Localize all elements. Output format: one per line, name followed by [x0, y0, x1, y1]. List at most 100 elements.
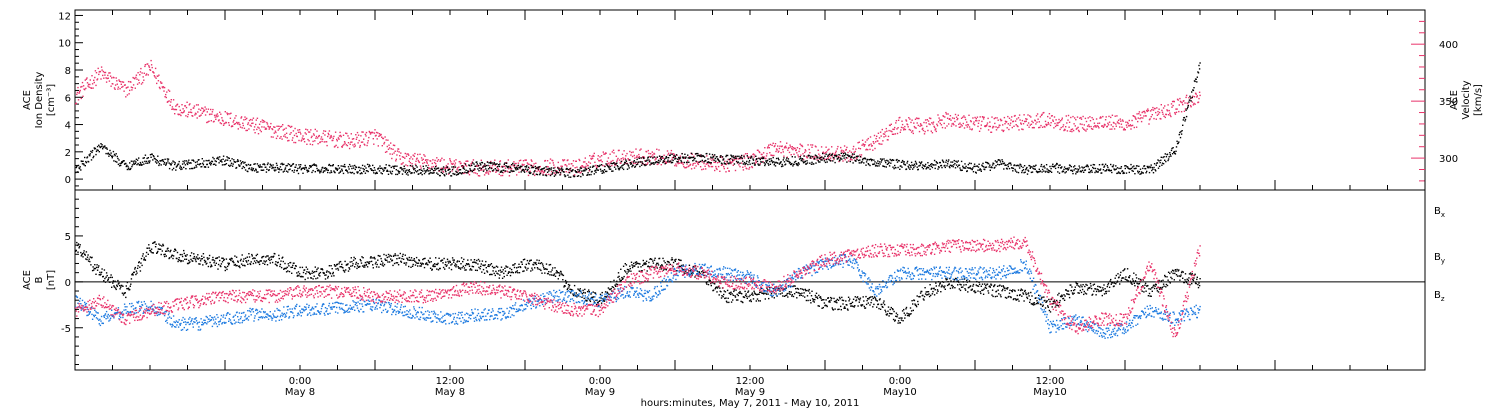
- density-point: [652, 162, 655, 164]
- density-point: [555, 172, 558, 174]
- velocity-point: [333, 135, 335, 138]
- bx-point: [92, 266, 94, 268]
- density-point: [400, 167, 403, 169]
- density-point: [168, 167, 171, 170]
- bx-point: [118, 284, 121, 287]
- velocity-point: [1082, 115, 1084, 118]
- velocity-point: [93, 81, 95, 84]
- density-point: [489, 167, 491, 169]
- density-point: [260, 166, 262, 168]
- density-point: [177, 163, 180, 165]
- density-point: [930, 163, 932, 166]
- velocity-point: [190, 108, 192, 111]
- velocity-point: [740, 155, 742, 158]
- density-point: [134, 162, 136, 165]
- bx-point: [104, 281, 107, 283]
- density-point: [1182, 119, 1184, 121]
- velocity-point: [770, 154, 773, 157]
- velocity-point: [453, 167, 455, 169]
- velocity-point: [487, 173, 490, 175]
- velocity-point: [683, 157, 685, 159]
- velocity-point: [677, 162, 679, 165]
- density-point: [298, 164, 300, 166]
- velocity-point: [611, 151, 613, 153]
- velocity-point: [278, 128, 280, 130]
- bx-point: [139, 270, 142, 272]
- velocity-point: [293, 141, 295, 144]
- velocity-point: [409, 158, 411, 160]
- velocity-point: [1122, 120, 1124, 122]
- velocity-point: [1054, 125, 1057, 128]
- velocity-point: [121, 81, 124, 83]
- density-point: [690, 152, 693, 155]
- density-point: [929, 168, 931, 170]
- density-point: [184, 160, 186, 162]
- density-point: [384, 167, 387, 169]
- density-point: [679, 157, 682, 159]
- velocity-point: [273, 132, 275, 134]
- velocity-point: [260, 130, 262, 133]
- velocity-point: [908, 117, 910, 119]
- velocity-point: [402, 162, 404, 164]
- velocity-point: [348, 137, 350, 139]
- velocity-point: [716, 162, 719, 164]
- bx-point: [125, 285, 127, 287]
- velocity-point: [1128, 125, 1130, 127]
- velocity-point: [606, 160, 608, 163]
- velocity-point: [918, 130, 921, 133]
- density-point: [820, 156, 823, 158]
- density-point: [1054, 167, 1057, 170]
- velocity-point: [181, 104, 183, 106]
- density-point: [188, 159, 190, 161]
- velocity-point: [1038, 126, 1040, 129]
- x-tick-date-label: May 9: [735, 387, 765, 398]
- density-point: [1182, 124, 1184, 126]
- density-point: [217, 158, 220, 160]
- density-point: [112, 155, 114, 157]
- velocity-point: [385, 139, 387, 141]
- density-point: [960, 160, 963, 163]
- density-point: [167, 158, 170, 160]
- density-point: [809, 157, 811, 159]
- density-point: [1162, 163, 1165, 165]
- velocity-point: [445, 166, 447, 169]
- density-point: [519, 165, 522, 167]
- velocity-point: [220, 122, 223, 125]
- velocity-point: [852, 148, 854, 150]
- density-point: [455, 170, 457, 173]
- velocity-point: [469, 170, 471, 173]
- density-point: [843, 155, 846, 157]
- bx-point: [109, 276, 112, 279]
- bx-point: [409, 259, 412, 261]
- density-point: [944, 166, 946, 169]
- density-point: [483, 165, 485, 167]
- velocity-point: [138, 82, 140, 84]
- velocity-point: [880, 135, 882, 137]
- density-point: [989, 164, 991, 166]
- velocity-point: [359, 144, 361, 147]
- density-point: [963, 167, 966, 169]
- velocity-point: [1088, 124, 1090, 126]
- velocity-point: [1081, 127, 1084, 129]
- bx-point: [250, 261, 252, 263]
- velocity-point: [982, 118, 985, 120]
- density-point: [103, 146, 105, 148]
- density-point: [774, 165, 777, 167]
- velocity-point: [953, 124, 955, 126]
- velocity-point: [1083, 124, 1085, 126]
- density-point: [75, 166, 77, 169]
- velocity-point: [586, 167, 588, 170]
- density-point: [1158, 165, 1161, 167]
- velocity-point: [308, 140, 310, 142]
- density-point: [397, 171, 400, 173]
- density-point: [813, 163, 815, 165]
- density-point: [118, 159, 120, 161]
- bx-point: [214, 264, 216, 266]
- bx-point: [311, 272, 313, 274]
- bx-point: [481, 260, 484, 262]
- density-point: [127, 165, 129, 168]
- velocity-point: [167, 89, 170, 91]
- density-point: [638, 157, 640, 159]
- bx-point: [109, 281, 111, 283]
- velocity-point: [189, 111, 192, 113]
